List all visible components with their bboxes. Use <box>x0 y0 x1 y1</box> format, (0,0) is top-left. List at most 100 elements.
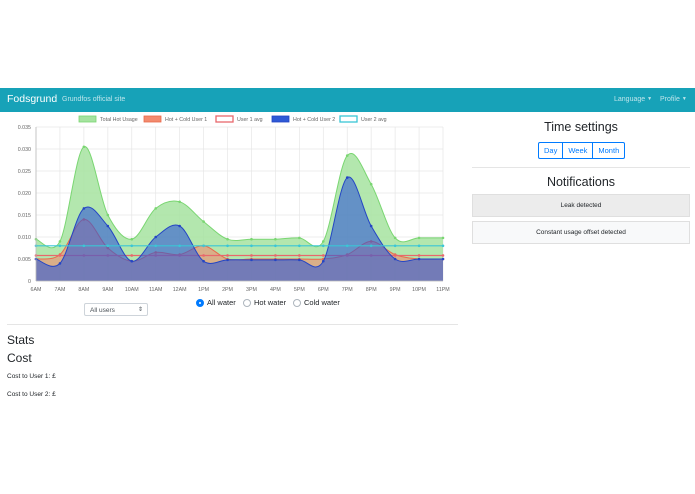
legend-swatch <box>143 115 162 123</box>
data-point <box>298 244 301 248</box>
legend-label: User 2 avg <box>361 117 387 123</box>
stats-heading: Stats <box>7 333 35 347</box>
cost-heading: Cost <box>7 351 32 365</box>
data-point <box>106 213 110 217</box>
data-point <box>417 236 421 240</box>
x-tick-label: 10AM <box>125 287 139 293</box>
x-tick-label: 11PM <box>436 287 449 293</box>
data-point <box>178 244 181 248</box>
data-point <box>369 244 373 248</box>
data-point <box>441 254 445 257</box>
navbar-brand[interactable]: Fodsgrund <box>7 93 58 105</box>
time-range-button-group: Day Week Month <box>538 142 626 159</box>
series-area <box>36 177 443 281</box>
x-tick-label: 11AM <box>149 287 162 293</box>
legend-swatch <box>215 115 234 123</box>
data-point <box>441 257 445 261</box>
data-point <box>202 220 205 223</box>
y-tick-label: 0.020 <box>18 191 31 197</box>
data-point <box>441 236 445 240</box>
data-point <box>178 224 181 228</box>
caret-down-icon: ▼ <box>681 96 687 103</box>
divider <box>7 324 458 325</box>
x-tick-label: 9PM <box>390 287 401 293</box>
data-point <box>345 176 349 179</box>
data-point <box>58 254 62 257</box>
y-tick-label: 0.025 <box>18 169 31 175</box>
x-tick-label: 9AM <box>102 287 113 293</box>
profile-dropdown[interactable]: Profile ▼ <box>660 96 687 103</box>
data-point <box>298 258 301 262</box>
data-point <box>82 145 86 149</box>
x-tick-label: 8PM <box>366 287 377 293</box>
data-point <box>250 258 253 262</box>
data-point <box>130 237 134 241</box>
language-label: Language <box>614 96 646 103</box>
data-point <box>154 207 158 210</box>
legend-label: Hot + Cold User 1 <box>165 117 207 123</box>
time-settings-heading: Time settings <box>544 120 618 134</box>
radio-unchecked-icon <box>293 299 301 307</box>
data-point <box>417 244 421 248</box>
data-point <box>321 254 325 257</box>
data-point <box>106 244 110 248</box>
data-point <box>226 254 229 257</box>
data-point <box>154 235 158 239</box>
data-point <box>226 258 229 262</box>
y-tick-label: 0.005 <box>18 257 31 263</box>
grundfos-official-site-link[interactable]: Grundfos official site <box>62 96 126 103</box>
data-point <box>106 224 110 228</box>
data-point <box>417 257 421 261</box>
x-tick-label: 12AM <box>173 287 187 293</box>
data-point <box>202 259 205 263</box>
radio-unchecked-icon <box>243 299 251 307</box>
x-tick-label: 4PM <box>270 287 281 293</box>
data-point <box>202 244 205 248</box>
legend-label: User 1 avg <box>237 117 263 123</box>
navbar: Fodsgrund Grundfos official site Languag… <box>0 88 695 112</box>
divider <box>472 167 690 168</box>
data-point <box>82 207 86 210</box>
x-tick-label: 3PM <box>246 287 257 293</box>
y-tick-label: 0 <box>28 279 31 285</box>
x-tick-label: 6PM <box>318 287 329 293</box>
x-tick-label: 8AM <box>78 287 89 293</box>
user-select[interactable]: All users ⇕ <box>84 303 148 316</box>
notification-constant-usage[interactable]: Constant usage offset detected <box>472 221 690 244</box>
data-point <box>274 254 277 257</box>
x-tick-label: 7AM <box>54 287 65 293</box>
data-point <box>369 224 373 228</box>
radio-checked-icon <box>196 299 204 307</box>
legend-swatch <box>78 115 97 123</box>
data-point <box>417 254 421 257</box>
day-button[interactable]: Day <box>538 142 564 159</box>
legend-label: Hot + Cold User 2 <box>293 117 335 123</box>
profile-label: Profile <box>660 96 680 103</box>
water-usage-chart: 0 0.005 0.010 0.015 0.020 0.025 0.030 0.035 6AM 7… <box>18 115 450 293</box>
y-tick-label: 0.030 <box>18 147 31 153</box>
legend-swatch <box>339 115 358 123</box>
data-point <box>58 244 62 248</box>
x-tick-label: 2PM <box>222 287 233 293</box>
data-point <box>130 259 134 263</box>
x-tick-label: 1PM <box>198 287 209 293</box>
data-point <box>130 244 134 248</box>
y-tick-label: 0.015 <box>18 213 31 219</box>
data-point <box>393 244 397 248</box>
month-button[interactable]: Month <box>592 142 626 159</box>
cost-user-2: Cost to User 2: £ <box>7 391 56 398</box>
data-point <box>82 244 86 248</box>
week-button[interactable]: Week <box>562 142 594 159</box>
x-tick-label: 10PM <box>412 287 426 293</box>
data-point <box>250 254 253 257</box>
x-tick-label: 5PM <box>294 287 305 293</box>
data-point <box>250 244 253 248</box>
data-point <box>58 240 62 243</box>
user-select-value: All users <box>90 307 115 314</box>
language-dropdown[interactable]: Language ▼ <box>614 96 652 103</box>
data-point <box>298 236 301 240</box>
notification-leak[interactable]: Leak detected <box>472 194 690 217</box>
data-point <box>369 182 373 186</box>
data-point <box>202 254 205 257</box>
x-tick-label: 7PM <box>342 287 353 293</box>
